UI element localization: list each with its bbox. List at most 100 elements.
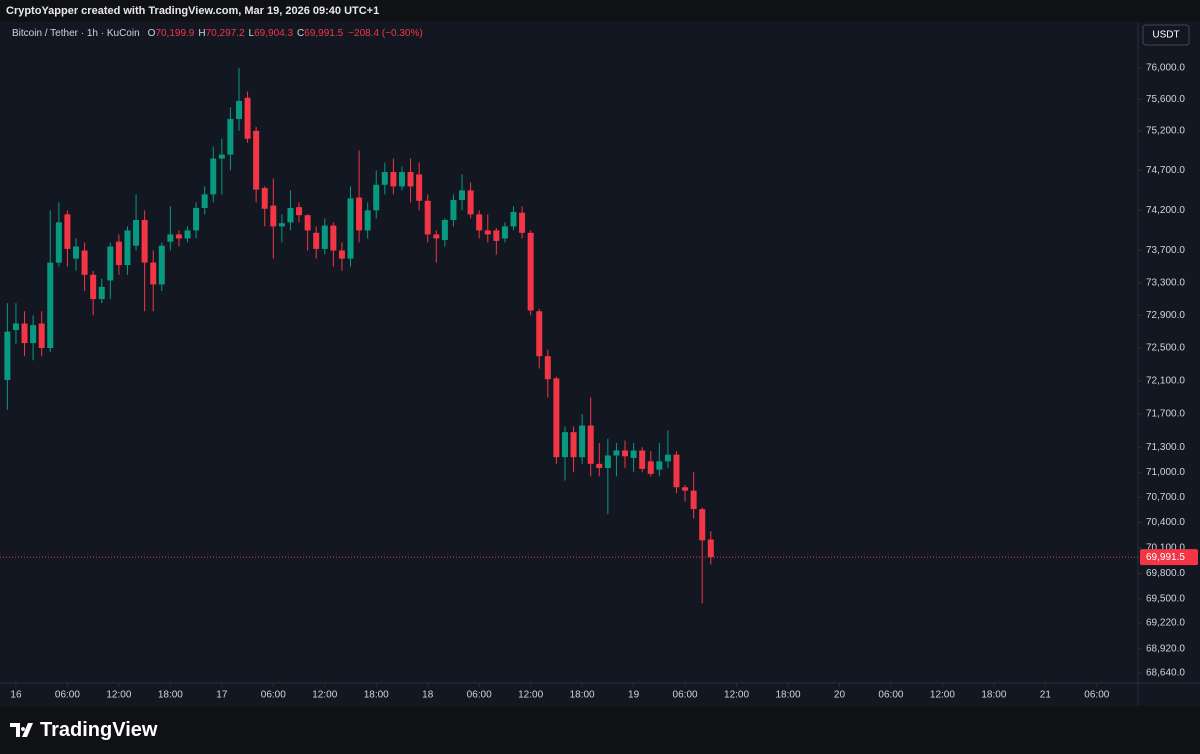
ohlc-label: L (249, 28, 255, 39)
candle-body (30, 325, 37, 344)
candle-body (38, 323, 45, 349)
candle-body (287, 207, 294, 223)
x-tick-label: 16 (10, 690, 22, 701)
candle-body (184, 230, 191, 239)
candle-body (330, 225, 337, 251)
currency-button[interactable] (1142, 24, 1190, 46)
candle-body (373, 184, 380, 211)
candle-body (416, 174, 423, 201)
candle-body (690, 490, 697, 510)
candle-body (639, 450, 646, 469)
candle-body (133, 219, 140, 246)
y-tick-label: 68,640.0 (1146, 668, 1185, 679)
candle-body (278, 223, 285, 227)
candle-body (235, 100, 242, 120)
candle-body (536, 311, 543, 357)
x-tick-label: 18:00 (981, 690, 1006, 701)
candle-body (90, 274, 97, 300)
candle-body (175, 234, 182, 239)
candle-body (356, 197, 363, 231)
x-tick-label: 06:00 (467, 690, 492, 701)
ohlc-label: O (148, 28, 156, 39)
y-tick-label: 74,200.0 (1146, 205, 1185, 216)
change: −208.4 (−0.30%) (348, 28, 423, 39)
candle-body (699, 509, 706, 541)
y-tick-label: 74,700.0 (1146, 165, 1185, 176)
candle-body (476, 214, 483, 231)
x-tick-label: 06:00 (261, 690, 286, 701)
footer: TradingView (0, 706, 1200, 754)
candle-body (210, 158, 217, 195)
ohlc-label: H (198, 28, 205, 39)
x-tick-label: 06:00 (673, 690, 698, 701)
y-tick-label: 72,500.0 (1146, 343, 1185, 354)
candle-body (253, 130, 260, 190)
candle-body (407, 172, 414, 187)
x-tick-label: 18:00 (364, 690, 389, 701)
candle-body (347, 198, 354, 259)
candle-body (441, 219, 448, 241)
ohlc-label: C (297, 28, 304, 39)
candle-body (227, 119, 234, 155)
candle-body (501, 226, 508, 239)
ohlc-value: 69,904.3 (254, 28, 293, 39)
candle-body (47, 262, 54, 349)
candle-body (270, 205, 277, 227)
candle-body (150, 262, 157, 285)
candle-body (553, 378, 560, 458)
candle-body (682, 487, 689, 491)
x-tick-label: 12:00 (930, 690, 955, 701)
x-tick-label: 20 (834, 690, 846, 701)
ohlc-value: 70,297.2 (206, 28, 245, 39)
y-tick-label: 69,220.0 (1146, 618, 1185, 629)
candle-body (55, 222, 62, 263)
brand: TradingView (40, 719, 158, 741)
x-tick-label: 12:00 (312, 690, 337, 701)
y-tick-label: 69,500.0 (1146, 594, 1185, 605)
y-tick-label: 71,000.0 (1146, 467, 1185, 478)
y-tick-label: 72,100.0 (1146, 376, 1185, 387)
candle-body (158, 245, 165, 285)
y-tick-label: 71,300.0 (1146, 442, 1185, 453)
candle-body (450, 199, 457, 220)
candle-body (4, 331, 11, 381)
candle-body (673, 454, 680, 488)
candle-body (364, 210, 371, 231)
candle-body (424, 200, 431, 235)
x-tick-label: 19 (628, 690, 640, 701)
candle-body (81, 250, 88, 275)
candle-body (98, 286, 105, 300)
candle-body (21, 323, 28, 344)
candle-body (510, 211, 517, 227)
candle-body (321, 225, 328, 249)
candle-body (73, 246, 80, 259)
candle-body (141, 219, 148, 263)
y-tick-label: 70,700.0 (1146, 492, 1185, 503)
candle-body (201, 194, 208, 208)
candle-body (115, 241, 122, 266)
y-tick-label: 73,700.0 (1146, 245, 1185, 256)
x-tick-label: 12:00 (106, 690, 131, 701)
credit: CryptoYapper created with TradingView.co… (6, 5, 380, 17)
currency[interactable]: USDT (1152, 30, 1179, 41)
candle-body (630, 450, 637, 458)
candle-body (381, 172, 388, 185)
candle-body (570, 432, 577, 458)
ohlc-value: 70,199.9 (155, 28, 194, 39)
candle-body (519, 212, 526, 233)
candle-body (64, 214, 71, 249)
ohlc-value: 69,991.5 (304, 28, 343, 39)
y-tick-label: 76,000.0 (1146, 63, 1185, 74)
logo (10, 723, 33, 737)
y-tick-label: 69,800.0 (1146, 568, 1185, 579)
y-tick-label: 73,300.0 (1146, 277, 1185, 288)
candle-body (613, 450, 620, 456)
candle-body (304, 215, 311, 231)
x-tick-label: 18:00 (158, 690, 183, 701)
x-tick-label: 21 (1040, 690, 1052, 701)
candle-body (338, 250, 345, 259)
x-tick-label: 18:00 (570, 690, 595, 701)
y-tick-label: 75,600.0 (1146, 94, 1185, 105)
y-tick-label: 68,920.0 (1146, 643, 1185, 654)
